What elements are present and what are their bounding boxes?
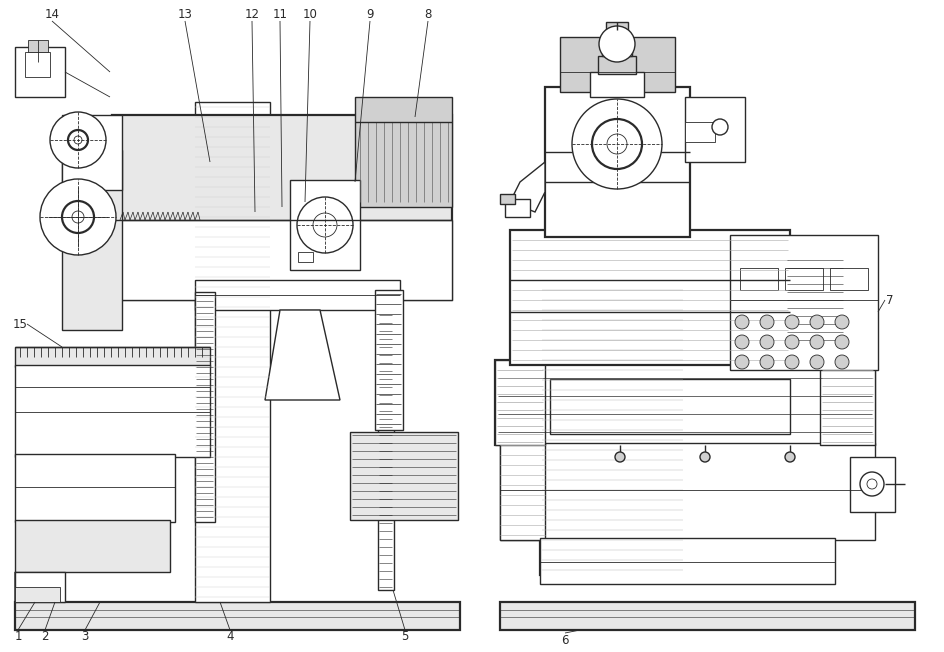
- Circle shape: [834, 315, 848, 329]
- Bar: [15, 602, 460, 630]
- Circle shape: [734, 335, 749, 349]
- Text: 14: 14: [44, 8, 59, 20]
- Circle shape: [784, 335, 799, 349]
- Bar: [28, 40, 48, 52]
- Bar: [819, 360, 874, 445]
- Bar: [194, 292, 215, 522]
- Bar: [15, 454, 175, 522]
- Bar: [62, 115, 122, 190]
- Bar: [15, 365, 210, 457]
- Circle shape: [759, 335, 773, 349]
- Polygon shape: [15, 572, 59, 602]
- Text: 11: 11: [272, 8, 287, 20]
- Circle shape: [809, 335, 823, 349]
- Bar: [297, 252, 312, 262]
- Circle shape: [809, 355, 823, 369]
- Circle shape: [711, 119, 727, 135]
- Bar: [784, 250, 844, 345]
- Bar: [598, 56, 635, 74]
- Bar: [539, 538, 834, 584]
- Bar: [499, 602, 914, 630]
- Bar: [499, 194, 514, 204]
- Bar: [15, 47, 65, 97]
- Bar: [601, 42, 632, 56]
- Circle shape: [700, 452, 709, 462]
- Bar: [378, 310, 394, 590]
- Bar: [355, 97, 451, 207]
- Text: 1: 1: [14, 630, 22, 644]
- Bar: [829, 268, 868, 290]
- Text: 5: 5: [401, 630, 408, 644]
- Bar: [545, 87, 689, 237]
- Text: 6: 6: [561, 634, 568, 647]
- Text: 4: 4: [226, 630, 233, 644]
- Circle shape: [759, 355, 773, 369]
- Text: 13: 13: [177, 8, 193, 20]
- Bar: [290, 180, 360, 270]
- Bar: [194, 280, 399, 310]
- Bar: [729, 235, 877, 370]
- Circle shape: [834, 355, 848, 369]
- Text: 12: 12: [244, 8, 260, 20]
- Bar: [560, 37, 674, 92]
- Circle shape: [784, 315, 799, 329]
- Text: 3: 3: [81, 630, 89, 644]
- Bar: [549, 379, 789, 434]
- Bar: [684, 122, 715, 142]
- Text: 15: 15: [12, 318, 27, 331]
- Circle shape: [759, 315, 773, 329]
- Bar: [194, 102, 270, 602]
- Bar: [495, 360, 874, 445]
- Circle shape: [784, 355, 799, 369]
- Bar: [15, 520, 170, 572]
- Bar: [499, 443, 545, 540]
- Circle shape: [734, 315, 749, 329]
- Bar: [15, 572, 65, 602]
- Bar: [15, 347, 210, 367]
- Text: 9: 9: [366, 8, 374, 20]
- Bar: [495, 360, 545, 445]
- Circle shape: [859, 472, 883, 496]
- Bar: [684, 97, 744, 162]
- Bar: [784, 268, 822, 290]
- Bar: [112, 115, 451, 300]
- Bar: [849, 457, 894, 512]
- Polygon shape: [510, 162, 545, 212]
- Bar: [375, 290, 402, 430]
- Bar: [605, 22, 628, 38]
- Polygon shape: [15, 587, 59, 602]
- Bar: [499, 443, 874, 540]
- Text: 2: 2: [42, 630, 49, 644]
- Bar: [62, 150, 122, 330]
- Bar: [739, 268, 777, 290]
- Circle shape: [571, 99, 662, 189]
- Bar: [510, 230, 789, 365]
- Text: 10: 10: [302, 8, 317, 20]
- Bar: [349, 432, 458, 520]
- Bar: [589, 72, 643, 97]
- Circle shape: [809, 315, 823, 329]
- Circle shape: [834, 335, 848, 349]
- Bar: [25, 52, 50, 77]
- Text: 8: 8: [424, 8, 431, 20]
- Circle shape: [784, 452, 794, 462]
- Circle shape: [598, 26, 634, 62]
- Circle shape: [734, 355, 749, 369]
- Circle shape: [50, 112, 106, 168]
- Bar: [539, 280, 684, 575]
- Circle shape: [40, 179, 116, 255]
- Bar: [504, 199, 530, 217]
- Bar: [112, 220, 451, 300]
- Text: 7: 7: [885, 293, 893, 306]
- Circle shape: [615, 452, 624, 462]
- Polygon shape: [264, 310, 340, 400]
